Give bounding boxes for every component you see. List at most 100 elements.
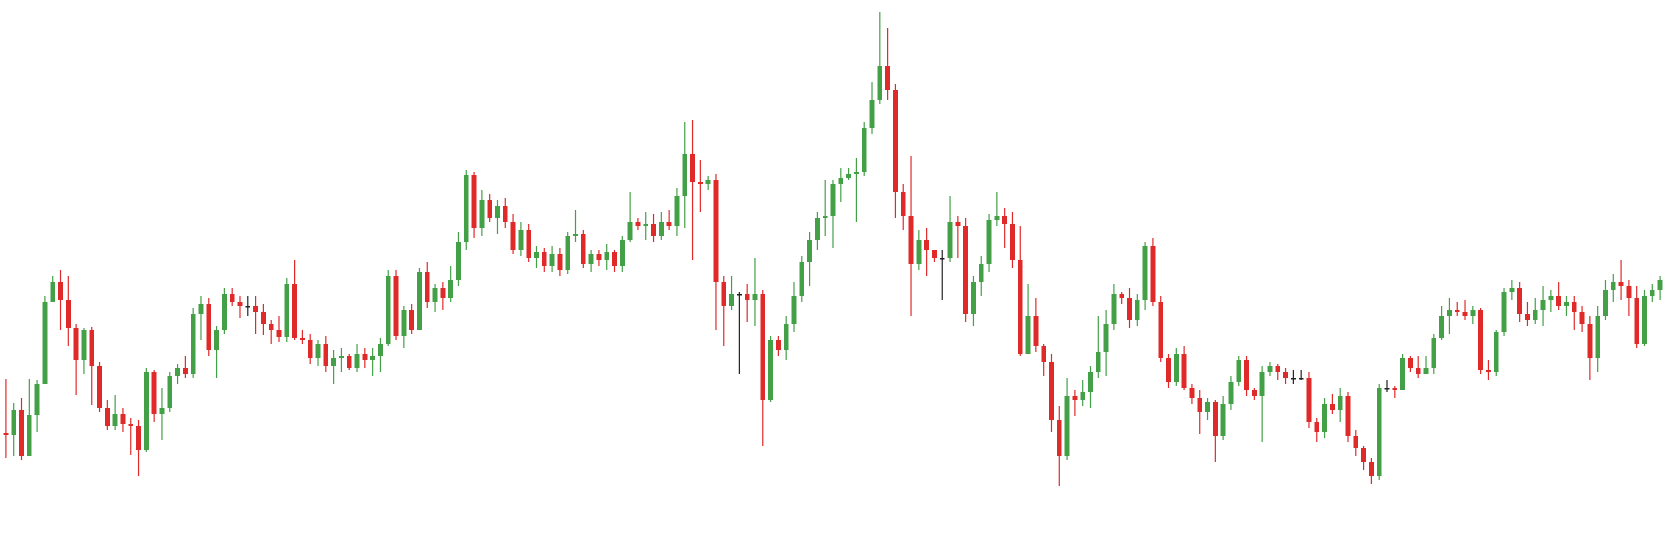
candle [1329,394,1335,414]
candle [424,262,430,308]
candle-body [674,196,680,226]
candle [1376,384,1382,480]
candle [619,236,625,272]
candle [315,340,321,366]
candle-body [1298,378,1304,380]
candle-body [1033,316,1039,346]
candle [1290,370,1296,384]
candle-body [1626,286,1632,298]
candle [1509,280,1515,300]
candle-body [908,216,914,264]
candle [1103,310,1109,376]
candle-body [580,234,586,264]
candle [557,248,563,276]
candle-body [596,254,602,260]
candle-body [370,356,376,360]
candle-body [175,368,180,376]
candle [1244,356,1249,396]
candle [362,348,368,368]
candle [339,348,344,372]
candle-body [214,330,219,350]
candle [128,418,134,455]
candle-body [1314,422,1320,432]
candle [1657,276,1663,300]
candle-body [1103,324,1109,352]
candle-body [752,294,758,300]
candle-body [299,338,305,340]
candle [50,276,56,302]
candle-body [502,206,508,222]
candle [666,210,672,230]
candle [846,168,852,180]
candle-body [120,414,126,424]
candle-body [276,330,282,337]
candle-body [284,284,290,337]
candle-body [221,294,227,330]
candle-body [713,180,719,282]
candle-body [1306,378,1312,422]
candle [479,190,485,236]
candle-body [1220,404,1226,436]
candle-body [1173,354,1179,382]
candle [1478,308,1484,374]
candle [1587,316,1593,380]
candle [1525,302,1530,326]
candle-body [799,262,805,296]
candle [1603,280,1608,320]
candle-body [612,252,617,266]
candle-body [994,216,1000,220]
candle [268,320,274,344]
candle [440,282,446,310]
candle-body [1259,372,1265,396]
candle [1205,398,1210,420]
candle [1337,388,1343,422]
candle-body [604,252,610,260]
candle-body [42,302,48,384]
candle-body [791,296,797,324]
candle [143,368,149,452]
candle [136,420,141,476]
candle [518,222,524,256]
candle-body [1010,224,1015,260]
candle [299,330,305,344]
candle-body [1283,372,1288,378]
candle-body [26,415,32,456]
candle [549,246,555,272]
candle [1088,366,1093,408]
candle-body [1329,404,1335,410]
candle [1431,334,1437,374]
candles-layer [3,12,1663,486]
candle [713,174,719,330]
candle [456,232,461,286]
candle [1595,306,1601,372]
candle-body [510,222,516,250]
candle [463,170,469,250]
candle [1314,418,1320,442]
candle [760,290,766,446]
candle-body [1571,302,1577,312]
candle-body [346,356,352,368]
candle-body [3,433,9,435]
candle-body [19,410,24,456]
candle-body [1345,396,1351,436]
candle-body [128,424,134,426]
candle [221,288,227,334]
candle [1306,372,1312,428]
candle [1002,208,1008,248]
candle-body [1540,300,1546,310]
candle [167,372,173,412]
candle-body [65,300,71,328]
candle [393,270,399,340]
candle [3,379,9,458]
candle [783,316,789,360]
candle-body [588,254,594,264]
candle [1041,344,1047,376]
candle-body [573,234,578,236]
candle-body [1158,302,1164,358]
candle-body [658,222,664,236]
candle-body [651,224,656,236]
candle [721,276,727,346]
candle [495,200,500,234]
candle-body [1368,462,1374,476]
candle-body [471,175,477,228]
